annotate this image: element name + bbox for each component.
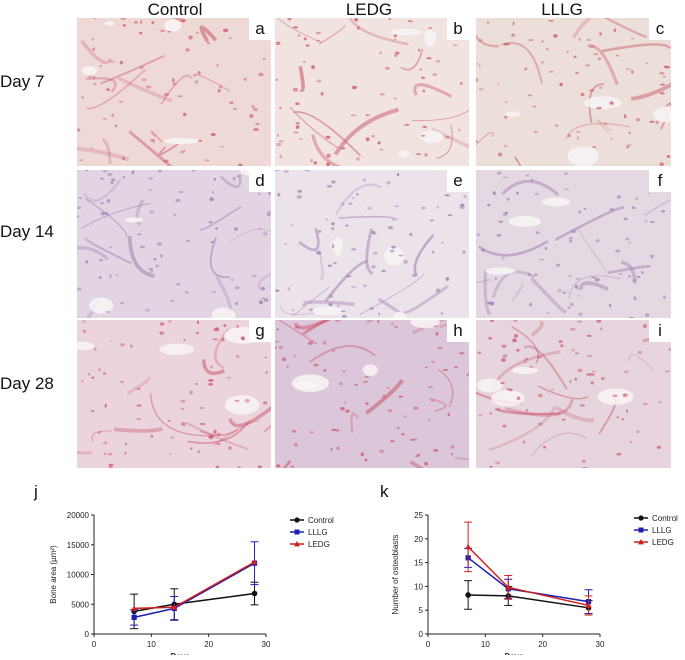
legend-label-lllg: LLLG: [308, 528, 328, 537]
tissue-image: [476, 320, 671, 468]
panel-letter-d: d: [249, 170, 271, 192]
panel-letter-h: h: [447, 320, 469, 342]
histology-panel-e: e: [275, 170, 469, 318]
x-tick-label: 20: [204, 640, 213, 649]
panel-letter-i: i: [649, 320, 671, 342]
panel-letter-f: f: [649, 170, 671, 192]
histology-panel-a: a: [77, 18, 271, 166]
y-tick-label: 0: [85, 630, 90, 639]
tissue-image: [275, 18, 469, 166]
series-line-lllg: [133, 562, 255, 619]
chart-osteoblasts: k 01020300510152025DaysNumber of osteobl…: [345, 482, 685, 660]
panel-letter-b: b: [447, 18, 469, 40]
data-point-ledg: [585, 602, 592, 608]
data-point-ledg: [171, 604, 178, 610]
column-header-ledg: LEDG: [345, 0, 393, 19]
tissue-image: [77, 320, 271, 468]
chart-letter-k: k: [380, 482, 389, 501]
x-tick-label: 30: [262, 640, 271, 649]
tissue-image: [77, 18, 271, 166]
histology-panel-g: g: [77, 320, 271, 468]
y-tick-label: 15: [414, 559, 423, 568]
tissue-image: [77, 170, 271, 318]
x-tick-label: 20: [538, 640, 547, 649]
histology-panel-h: h: [275, 320, 469, 468]
legend-label-ledg: LEDG: [308, 540, 330, 549]
tissue-image: [476, 170, 671, 318]
legend-label-control: Control: [652, 514, 678, 523]
chart-letter-j: j: [34, 482, 38, 501]
panel-letter-g: g: [249, 320, 271, 342]
y-tick-label: 5000: [71, 600, 89, 609]
row-label-day-28: Day 28: [0, 374, 54, 393]
bone-area-line-chart: 010203005000100001500020000DaysBone area…: [49, 511, 334, 660]
chart-bone-area: j 010203005000100001500020000DaysBone ar…: [0, 482, 345, 660]
osteoblasts-line-chart: 01020300510152025DaysNumber of osteoblas…: [391, 511, 678, 660]
x-tick-label: 10: [481, 640, 490, 649]
y-axis-label: Bone area (µm²): [49, 545, 58, 604]
y-tick-label: 10: [414, 582, 423, 591]
row-label-day-14: Day 14: [0, 222, 54, 241]
legend-marker: [638, 527, 644, 533]
y-tick-label: 0: [419, 630, 424, 639]
series-line-ledg: [467, 546, 589, 607]
y-tick-label: 10000: [67, 571, 90, 580]
histology-panel-c: c: [476, 18, 671, 166]
y-tick-label: 20000: [67, 511, 90, 520]
panel-letter-e: e: [447, 170, 469, 192]
data-point-lllg: [131, 614, 137, 620]
y-tick-label: 20: [414, 535, 423, 544]
panel-letter-c: c: [649, 18, 671, 40]
y-tick-label: 15000: [67, 541, 90, 550]
data-point-ledg: [251, 558, 258, 565]
data-point-control: [465, 592, 471, 598]
legend-label-lllg: LLLG: [652, 526, 672, 535]
tissue-image: [476, 18, 671, 166]
data-point-ledg: [505, 584, 512, 590]
tissue-image: [275, 170, 469, 318]
x-tick-label: 0: [426, 640, 431, 649]
legend-marker: [638, 539, 644, 545]
row-label-day-7: Day 7: [0, 72, 45, 91]
tissue-image: [275, 320, 469, 468]
histology-panel-f: f: [476, 170, 671, 318]
y-axis-label: Number of osteoblasts: [391, 534, 400, 614]
histology-panel-d: d: [77, 170, 271, 318]
legend-marker: [638, 515, 644, 521]
x-tick-label: 0: [92, 640, 97, 649]
panel-letter-a: a: [249, 18, 271, 40]
y-tick-label: 5: [419, 606, 424, 615]
legend-marker: [294, 529, 300, 535]
column-header-lllg: LLLG: [541, 0, 583, 19]
x-tick-label: 30: [596, 640, 605, 649]
legend-marker: [294, 517, 300, 523]
y-tick-label: 25: [414, 511, 423, 520]
data-point-ledg: [131, 605, 138, 611]
legend-label-control: Control: [308, 516, 334, 525]
x-tick-label: 10: [147, 640, 156, 649]
histology-panel-b: b: [275, 18, 469, 166]
data-point-control: [251, 590, 258, 597]
legend-label-ledg: LEDG: [652, 538, 674, 547]
column-header-control: Control: [147, 0, 203, 19]
histology-panel-i: i: [476, 320, 671, 468]
legend-marker: [294, 541, 300, 547]
data-point-ledg: [465, 543, 472, 550]
